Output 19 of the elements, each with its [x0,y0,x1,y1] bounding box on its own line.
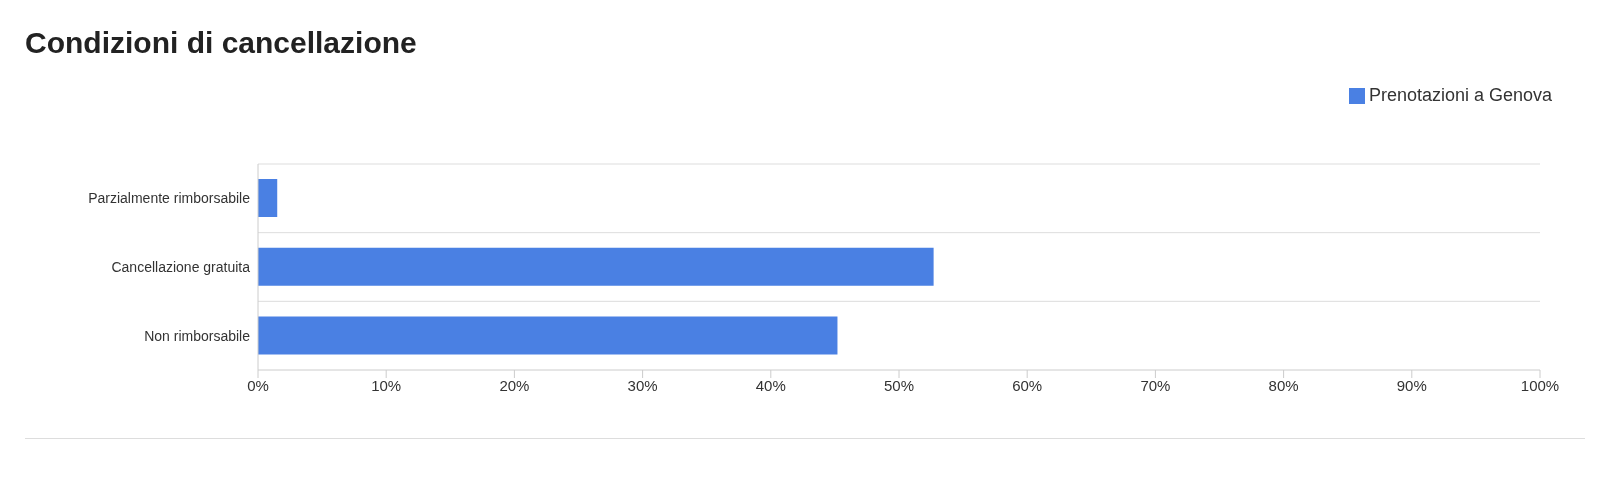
x-tick-label: 100% [1520,376,1560,394]
x-tick-label: 10% [371,376,402,394]
x-tick-label: 70% [1140,376,1171,394]
bar [258,316,838,355]
y-tick-label: Cancellazione gratuita [111,258,251,275]
x-tick-label: 40% [755,376,786,394]
x-tick-label: 0% [247,376,269,394]
legend-label: Prenotazioni a Genova [1368,85,1552,105]
x-tick-label: 80% [1268,376,1299,394]
x-tick-label: 20% [499,376,530,394]
x-tick-label: 30% [627,376,658,394]
x-tick-label: 60% [1012,376,1043,394]
bar [258,247,934,286]
x-tick-label: 90% [1396,376,1427,394]
y-tick-label: Parzialmente rimborsabile [88,190,251,207]
x-tick-label: 50% [883,376,915,394]
chart-title: Condizioni di cancellazione [25,26,417,60]
y-tick-label: Non rimborsabile [144,327,251,344]
bar [258,179,278,218]
